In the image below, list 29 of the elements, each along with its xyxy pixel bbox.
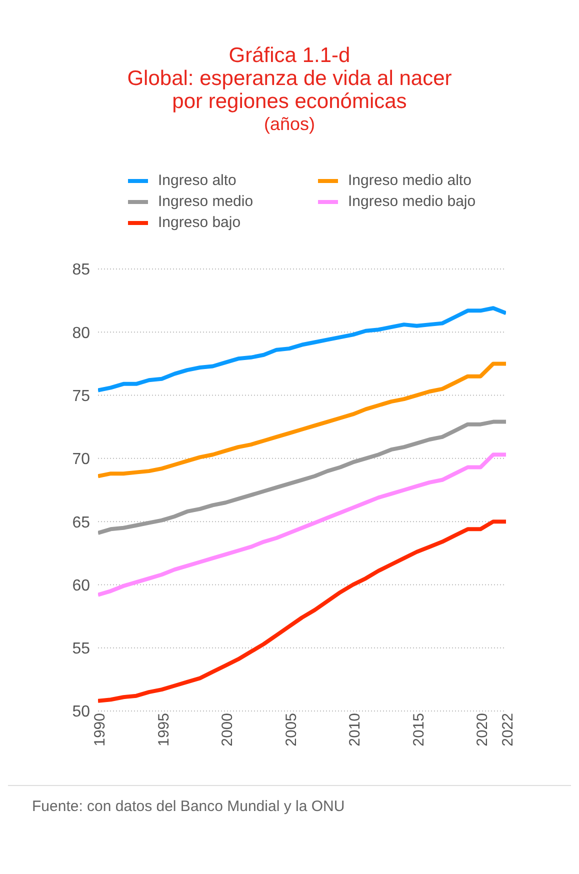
y-tick-label: 65: [72, 514, 90, 532]
line-series: [98, 362, 506, 478]
line-series: [98, 452, 506, 597]
legend-label: Ingreso medio: [158, 193, 254, 210]
y-tick-label: 60: [72, 577, 90, 594]
y-tick-label: 55: [72, 640, 90, 658]
legend-label: Ingreso medio alto: [348, 172, 472, 189]
line-series: [98, 420, 506, 535]
y-tick-label: 75: [72, 388, 90, 405]
x-tick-label: 2015: [410, 713, 428, 746]
chart-subtitle: (años): [262, 113, 316, 136]
x-tick-label: 2010: [346, 713, 364, 746]
chart-title: Gráfica 1.1-d Global: esperanza de vida al nacer por regiones económicas: [126, 44, 453, 113]
x-tick-label: 2000: [219, 713, 236, 746]
x-tick-label: 2005: [282, 713, 300, 746]
y-tick-label: 85: [72, 262, 90, 279]
legend-label: Ingreso medio bajo: [348, 193, 476, 210]
y-tick-label: 80: [72, 324, 90, 342]
y-tick-label: 70: [72, 451, 90, 468]
x-tick-label: 2020: [474, 713, 492, 746]
y-tick-label: 50: [72, 704, 90, 721]
x-tick-label: 2022: [500, 713, 517, 746]
source-note: Fuente: con datos del Banco Mundial y la ONU: [31, 797, 346, 817]
line-series: [98, 520, 506, 703]
legend-label: Ingreso bajo: [158, 214, 241, 231]
x-tick-label: 1990: [92, 713, 109, 746]
legend-label: Ingreso alto: [158, 172, 236, 189]
x-tick-label: 1995: [155, 713, 172, 746]
line-series: [98, 306, 506, 392]
